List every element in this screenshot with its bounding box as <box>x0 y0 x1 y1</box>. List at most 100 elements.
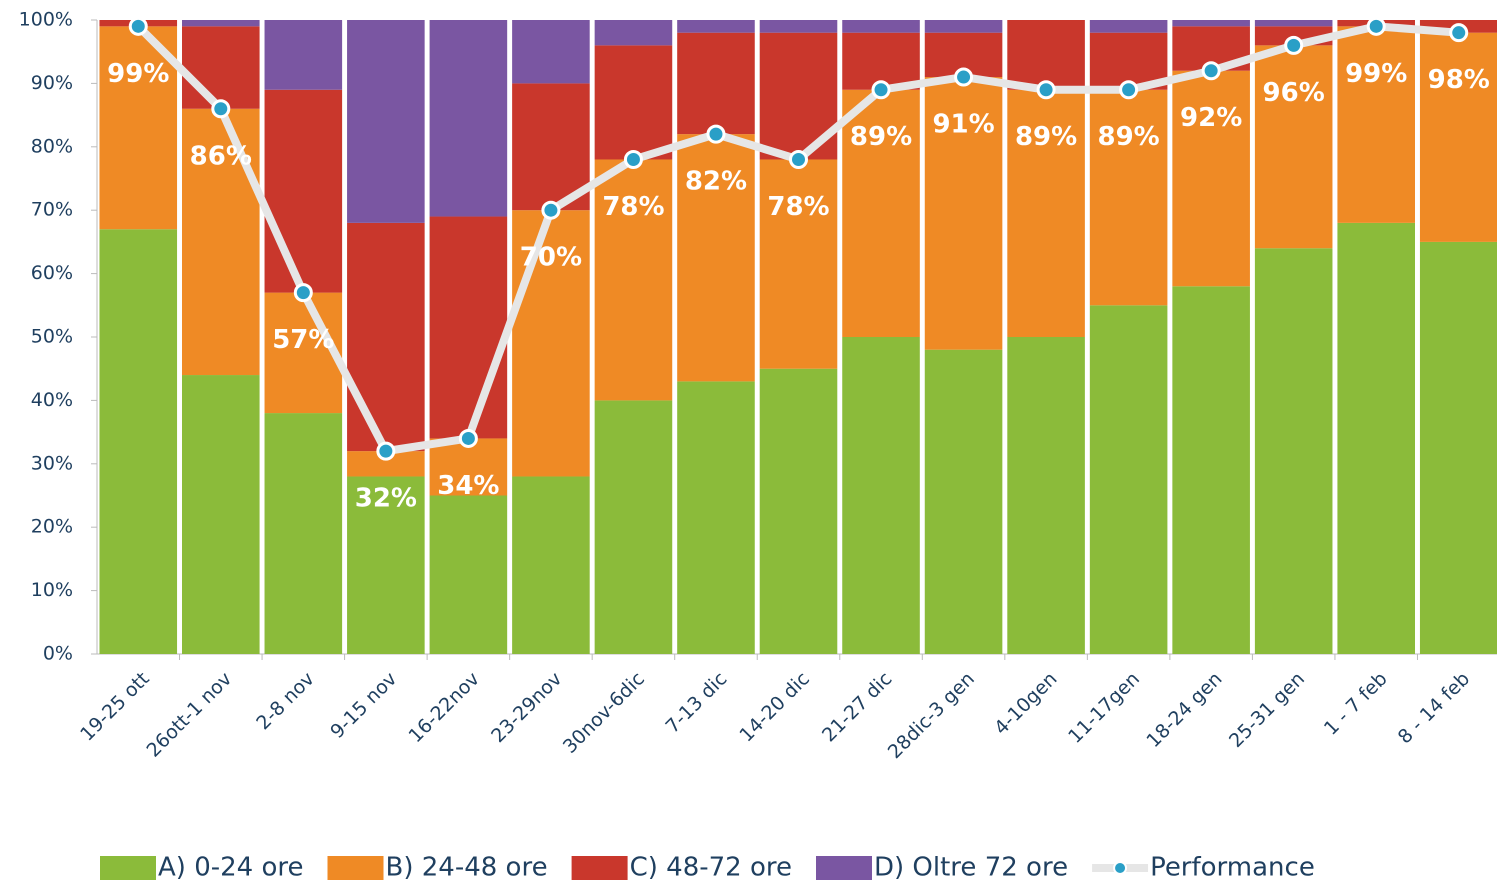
data-label: 98% <box>1428 65 1490 95</box>
bar-segment <box>182 108 260 376</box>
bar-segment <box>512 210 590 477</box>
bar-segment <box>1007 89 1085 338</box>
bar-segment <box>759 20 838 33</box>
marker <box>871 80 891 100</box>
bar-segment <box>264 89 343 293</box>
marker <box>293 283 313 303</box>
bar-segment <box>264 413 343 654</box>
data-label: 34% <box>437 471 499 501</box>
legend-label: B) 24-48 ore <box>386 853 548 883</box>
y-tick-label: 70% <box>31 199 73 221</box>
bar-segment <box>347 222 425 452</box>
y-tick-label: 100% <box>19 9 73 31</box>
marker <box>1036 80 1056 100</box>
bar-segment <box>1172 20 1250 27</box>
data-label: 78% <box>602 192 664 222</box>
bar-segment <box>1007 337 1085 654</box>
x-tick-label: 30nov-6dic <box>559 668 649 758</box>
bar-segment <box>429 20 508 217</box>
bar-segment <box>924 349 1003 654</box>
x-tick-label: 21-27 dic <box>818 668 897 747</box>
marker <box>376 441 396 461</box>
marker <box>541 200 561 220</box>
bar-segment <box>1089 89 1168 306</box>
data-label: 82% <box>685 167 747 197</box>
marker <box>458 428 478 448</box>
data-label: 57% <box>272 325 334 355</box>
y-tick-label: 80% <box>31 135 73 157</box>
x-tick-label: 26ott-1 nov <box>142 668 236 762</box>
data-label: 32% <box>355 484 417 514</box>
bar-segment <box>1337 222 1415 654</box>
legend-swatch <box>571 856 628 880</box>
marker <box>211 99 231 119</box>
marker <box>954 67 974 87</box>
bar-segment <box>512 20 590 84</box>
bar-segment <box>99 26 178 230</box>
marker <box>1201 61 1221 81</box>
legend-label: A) 0-24 ore <box>158 853 304 883</box>
y-tick-label: 20% <box>31 516 73 538</box>
x-tick-label: 7-13 dic <box>661 668 731 738</box>
bar-segment <box>182 26 260 109</box>
bar-segment <box>1172 286 1250 654</box>
bar-segment <box>347 476 425 654</box>
data-label: 89% <box>1098 122 1160 152</box>
bar-segment <box>842 32 920 90</box>
data-label: 89% <box>1015 122 1077 152</box>
data-label: 78% <box>767 192 829 222</box>
bar-segment <box>842 337 920 654</box>
data-label: 99% <box>1345 59 1407 89</box>
bar-segment <box>677 20 755 33</box>
legend-label: Performance <box>1150 853 1315 883</box>
bar-segment <box>759 368 838 654</box>
marker <box>706 124 726 144</box>
bar-segment <box>1089 20 1168 33</box>
bar-segment <box>594 45 673 160</box>
bar-segment <box>1419 32 1497 242</box>
bar-segment <box>1254 20 1333 27</box>
x-tick-label: 9-15 nov <box>326 668 401 743</box>
y-tick-label: 0% <box>43 643 73 665</box>
bar-segment <box>182 375 260 654</box>
marker <box>789 149 808 169</box>
legend-label: D) Oltre 72 ore <box>874 853 1068 883</box>
data-label: 91% <box>932 110 994 140</box>
y-tick-label: 30% <box>31 452 73 474</box>
bar-segment <box>264 20 343 90</box>
data-label: 86% <box>190 141 252 171</box>
x-tick-label: 1 - 7 feb <box>1320 668 1392 740</box>
x-tick-label: 28dic-3 gen <box>884 668 979 763</box>
bar-segment <box>924 20 1003 33</box>
x-tick-label: 2-8 nov <box>252 668 318 734</box>
bar-segment <box>677 381 755 654</box>
data-label: 92% <box>1180 103 1242 133</box>
marker <box>1284 35 1304 55</box>
bar-segment <box>512 83 590 211</box>
marker <box>128 16 148 36</box>
y-tick-label: 40% <box>31 389 73 411</box>
bar-segment <box>924 77 1003 350</box>
marker <box>1119 80 1139 100</box>
bar-segment <box>99 229 178 654</box>
bar-segment <box>429 216 508 439</box>
marker <box>1366 16 1386 36</box>
data-label: 70% <box>520 243 582 273</box>
legend-label: C) 48-72 ore <box>630 853 792 883</box>
bar-segment <box>842 89 920 338</box>
bar-segment <box>429 438 508 496</box>
bar-segment <box>1254 248 1333 655</box>
y-tick-label: 90% <box>31 72 73 94</box>
x-tick-label: 18-24 gen <box>1142 668 1226 752</box>
x-tick-label: 14-20 dic <box>735 668 814 747</box>
y-tick-label: 60% <box>31 262 73 284</box>
y-tick-label: 10% <box>31 579 73 601</box>
bar-segment <box>182 20 260 27</box>
x-tick-label: 16-22nov <box>405 668 484 747</box>
bar-segment <box>1337 26 1415 223</box>
bar-segment <box>842 20 920 33</box>
bar-segment <box>1089 305 1168 654</box>
legend-swatch <box>327 856 384 880</box>
bar-segment <box>512 476 590 654</box>
